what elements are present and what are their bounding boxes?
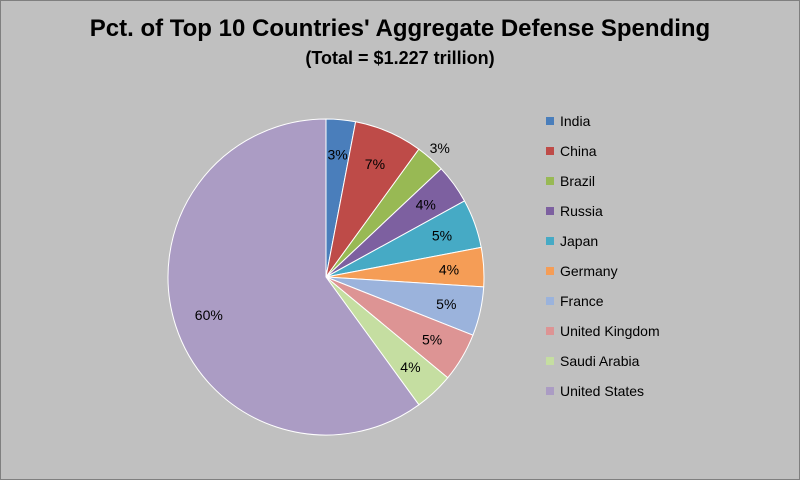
chart-subtitle: (Total = $1.227 trillion) [305, 48, 495, 68]
legend-swatch [546, 147, 554, 155]
legend-item-india: India [546, 106, 786, 136]
data-label-china: 7% [365, 156, 385, 172]
legend: India China Brazil Russia Japan Germany France… [546, 106, 786, 406]
legend-label: Russia [560, 203, 603, 219]
data-label-united-states: 60% [195, 307, 223, 323]
legend-label: France [560, 293, 604, 309]
legend-label: Brazil [560, 173, 596, 189]
data-label-france: 5% [436, 296, 456, 312]
legend-label: China [560, 143, 597, 159]
legend-label: United States [560, 383, 645, 399]
data-label-brazil: 3% [430, 140, 450, 156]
data-label-united-kingdom: 5% [422, 332, 442, 348]
legend-item-germany: Germany [546, 256, 786, 286]
legend-item-france: France [546, 286, 786, 316]
legend-item-russia: Russia [546, 196, 786, 226]
legend-item-united-kingdom: United Kingdom [546, 316, 786, 346]
legend-label: United Kingdom [560, 323, 660, 339]
legend-swatch [546, 297, 554, 305]
legend-swatch [546, 237, 554, 245]
legend-label: Japan [560, 233, 599, 249]
pie-slices [167, 118, 485, 436]
legend-swatch [546, 357, 554, 365]
legend-item-saudi-arabia: Saudi Arabia [546, 346, 786, 376]
data-label-russia: 4% [416, 197, 436, 213]
data-label-japan: 5% [432, 227, 452, 243]
pie-data-labels: 3%7%3%4%5%4%5%5%4%60% [195, 140, 459, 375]
legend-item-united-states: United States [546, 376, 786, 406]
legend-item-china: China [546, 136, 786, 166]
legend-label: Germany [560, 263, 618, 279]
data-label-india: 3% [327, 146, 347, 162]
chart-title: Pct. of Top 10 Countries' Aggregate Defe… [89, 15, 711, 42]
legend-label: Saudi Arabia [560, 353, 640, 369]
legend-item-brazil: Brazil [546, 166, 786, 196]
legend-label: India [560, 113, 591, 129]
data-label-germany: 4% [439, 261, 459, 277]
data-label-saudi-arabia: 4% [400, 359, 420, 375]
legend-swatch [546, 177, 554, 185]
pie-slice-united-states [167, 118, 420, 436]
legend-swatch [546, 387, 554, 395]
legend-swatch [546, 207, 554, 215]
legend-item-japan: Japan [546, 226, 786, 256]
legend-swatch [546, 267, 554, 275]
legend-swatch [546, 117, 554, 125]
legend-swatch [546, 327, 554, 335]
